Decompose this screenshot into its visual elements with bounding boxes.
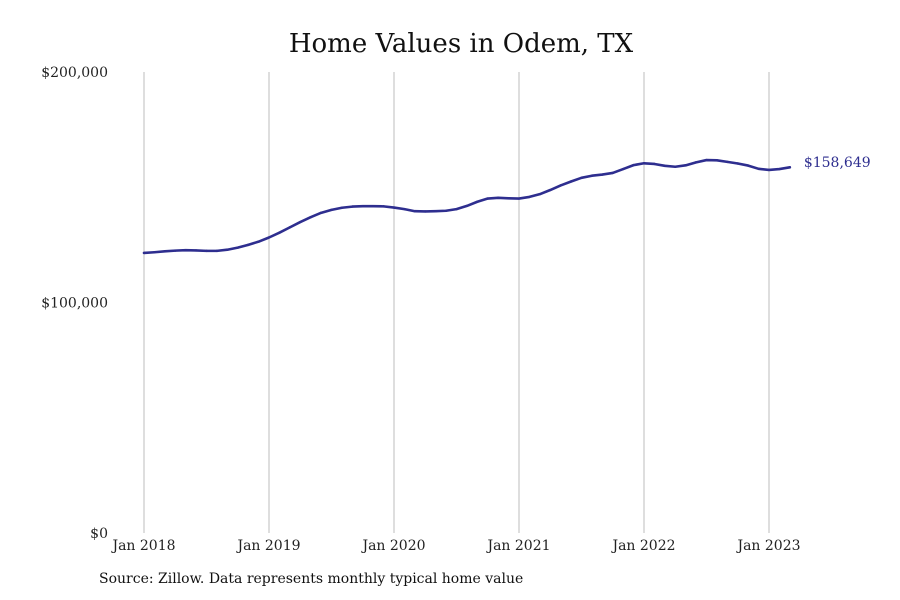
data-point xyxy=(559,184,562,187)
data-point xyxy=(611,171,614,175)
data-point xyxy=(496,196,500,200)
data-point xyxy=(371,204,375,208)
y-axis-ticks: $0 $100,000 $200,000 xyxy=(41,65,108,542)
data-point xyxy=(538,192,542,196)
data-point xyxy=(330,208,333,212)
data-point xyxy=(476,200,479,203)
data-point xyxy=(746,164,750,167)
data-point xyxy=(788,166,792,169)
data-point xyxy=(632,163,635,167)
y-tick-label: $100,000 xyxy=(41,296,108,312)
x-tick-label: Jan 2019 xyxy=(235,538,300,554)
data-point xyxy=(184,248,187,252)
data-point xyxy=(340,206,344,209)
data-point xyxy=(194,249,198,252)
data-point xyxy=(278,231,281,234)
data-point xyxy=(434,210,437,213)
series-layer: $158,649 xyxy=(142,155,871,255)
data-point xyxy=(309,216,312,219)
chart-title: Home Values in Odem, TX xyxy=(289,29,634,59)
y-tick-label: $200,000 xyxy=(41,65,108,81)
data-point xyxy=(767,168,771,172)
source-note: Source: Zillow. Data represents monthly … xyxy=(99,571,524,587)
data-point xyxy=(361,204,364,208)
data-point xyxy=(142,251,146,255)
data-point xyxy=(205,249,208,253)
data-point xyxy=(486,197,489,200)
data-point xyxy=(507,197,510,200)
x-tick-label: Jan 2018 xyxy=(110,538,175,554)
data-point xyxy=(590,174,594,177)
data-point xyxy=(215,249,219,253)
data-point xyxy=(392,206,396,209)
data-point xyxy=(299,220,302,224)
data-point xyxy=(153,251,156,254)
data-point xyxy=(705,158,708,162)
data-point xyxy=(580,176,583,179)
data-point xyxy=(674,165,677,168)
data-point xyxy=(246,243,250,247)
data-point xyxy=(382,205,385,208)
data-point xyxy=(653,162,656,166)
data-point xyxy=(528,195,531,199)
data-point xyxy=(288,226,292,229)
data-point xyxy=(736,162,739,165)
data-point xyxy=(642,162,646,165)
data-point xyxy=(257,240,260,243)
x-tick-label: Jan 2023 xyxy=(735,538,800,554)
data-point xyxy=(757,167,760,171)
data-point xyxy=(267,236,271,239)
x-tick-label: Jan 2022 xyxy=(610,538,675,554)
data-point xyxy=(601,173,604,176)
data-point xyxy=(455,207,458,211)
data-point xyxy=(778,167,781,171)
data-point xyxy=(403,207,406,211)
data-point xyxy=(319,211,323,215)
data-point xyxy=(413,210,417,213)
data-point xyxy=(465,204,469,208)
data-point xyxy=(684,164,687,167)
data-point xyxy=(226,248,229,251)
data-point xyxy=(444,209,448,212)
data-point xyxy=(621,167,625,171)
data-point xyxy=(663,164,667,168)
data-point xyxy=(424,210,427,213)
x-axis-ticks: Jan 2018 Jan 2019 Jan 2020 Jan 2021 Jan 2022… xyxy=(110,538,800,554)
data-point xyxy=(549,188,552,192)
data-point xyxy=(726,160,729,164)
y-tick-label: $0 xyxy=(90,526,108,542)
data-point xyxy=(694,161,698,164)
data-point xyxy=(174,249,177,252)
gridlines xyxy=(143,72,770,533)
x-tick-label: Jan 2020 xyxy=(360,538,425,554)
x-tick-label: Jan 2021 xyxy=(485,538,550,554)
data-point xyxy=(715,159,719,162)
end-value-label: $158,649 xyxy=(804,155,871,171)
data-point xyxy=(236,246,239,249)
data-point xyxy=(163,250,167,253)
data-point xyxy=(569,180,573,183)
data-point xyxy=(517,197,521,200)
data-point xyxy=(351,205,354,208)
